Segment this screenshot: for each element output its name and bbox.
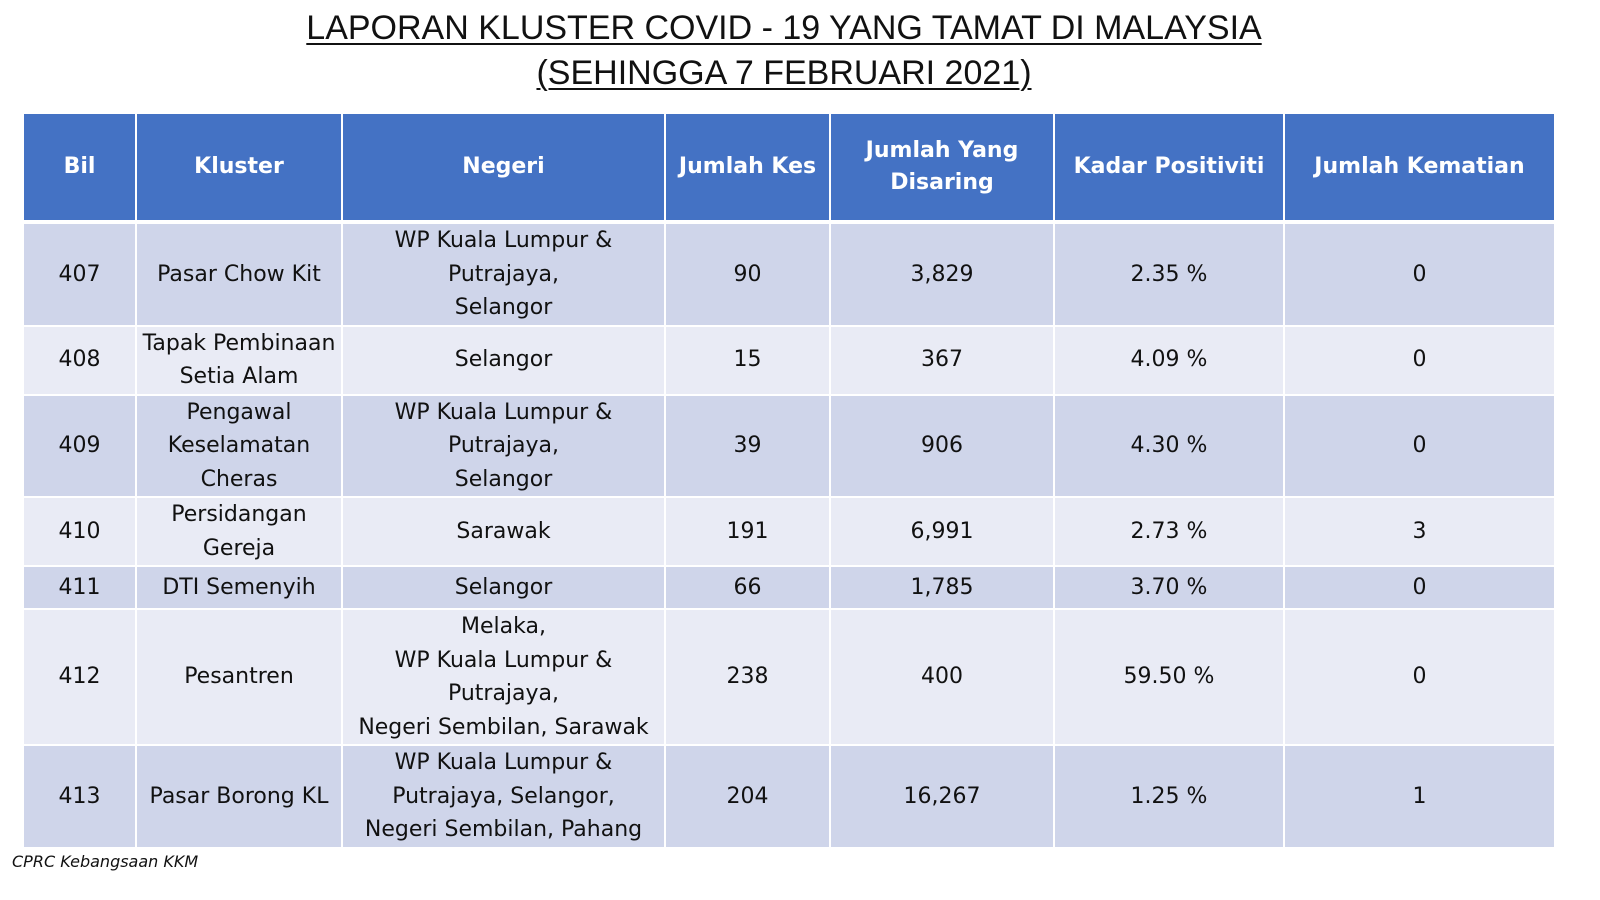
- cell-kadar-positiviti: 3.70 %: [1054, 566, 1284, 609]
- cell-jumlah-kes: 90: [665, 222, 830, 326]
- cell-jumlah-disaring: 367: [830, 326, 1054, 395]
- cell-jumlah-disaring: 3,829: [830, 222, 1054, 326]
- cell-negeri: WP Kuala Lumpur & Putrajaya, Selangor, Neg…: [342, 745, 665, 848]
- table-row: 407 Pasar Chow Kit WP Kuala Lumpur & Putraj…: [23, 222, 1555, 326]
- cell-kluster: Tapak Pembinaan Setia Alam: [136, 326, 342, 395]
- cell-bil: 410: [23, 497, 136, 566]
- cell-kluster-line: Pasar Chow Kit: [139, 258, 339, 292]
- cell-kluster-line: Keselamatan: [139, 429, 339, 463]
- cell-jumlah-disaring: 1,785: [830, 566, 1054, 609]
- table-row: 410 Persidangan Gereja Sarawak 191 6,991 2.73 …: [23, 497, 1555, 566]
- cell-jumlah-kes: 204: [665, 745, 830, 848]
- header-negeri: Negeri: [342, 113, 665, 222]
- cell-kluster-line: Setia Alam: [139, 360, 339, 394]
- cell-negeri-line: WP Kuala Lumpur &: [345, 644, 662, 678]
- report-title-line-1: LAPORAN KLUSTER COVID - 19 YANG TAMAT DI…: [0, 6, 1568, 51]
- cell-kluster: Pengawal Keselamatan Cheras: [136, 395, 342, 498]
- cell-jumlah-disaring: 400: [830, 609, 1054, 745]
- cell-kluster-line: Tapak Pembinaan: [139, 327, 339, 361]
- table-row: 412 Pesantren Melaka, WP Kuala Lumpur & Putr…: [23, 609, 1555, 745]
- cell-kadar-positiviti: 2.35 %: [1054, 222, 1284, 326]
- table-row: 413 Pasar Borong KL WP Kuala Lumpur & Putra…: [23, 745, 1555, 848]
- cell-negeri-line: Selangor: [345, 291, 662, 325]
- cell-negeri: Sarawak: [342, 497, 665, 566]
- cell-jumlah-kes: 191: [665, 497, 830, 566]
- table-body: 407 Pasar Chow Kit WP Kuala Lumpur & Putraj…: [23, 222, 1555, 848]
- cell-jumlah-kematian: 1: [1284, 745, 1555, 848]
- cell-negeri: WP Kuala Lumpur & Putrajaya, Selangor: [342, 395, 665, 498]
- cell-jumlah-kes: 238: [665, 609, 830, 745]
- cell-negeri-line: Putrajaya, Selangor,: [345, 780, 662, 814]
- cell-kluster: Pasar Borong KL: [136, 745, 342, 848]
- cell-bil: 409: [23, 395, 136, 498]
- cell-kluster: Persidangan Gereja: [136, 497, 342, 566]
- cell-jumlah-disaring: 906: [830, 395, 1054, 498]
- cell-jumlah-disaring: 6,991: [830, 497, 1054, 566]
- cell-kadar-positiviti: 4.09 %: [1054, 326, 1284, 395]
- cell-kluster-line: Pasar Borong KL: [139, 780, 339, 814]
- header-kadar-positiviti: Kadar Positiviti: [1054, 113, 1284, 222]
- header-bil: Bil: [23, 113, 136, 222]
- cell-negeri: Melaka, WP Kuala Lumpur & Putrajaya, Negeri…: [342, 609, 665, 745]
- cell-negeri-line: WP Kuala Lumpur &: [345, 746, 662, 780]
- report-title: LAPORAN KLUSTER COVID - 19 YANG TAMAT DI…: [0, 6, 1568, 96]
- report-title-line-2: (SEHINGGA 7 FEBRUARI 2021): [0, 51, 1568, 96]
- cell-negeri-line: Negeri Sembilan, Sarawak: [345, 711, 662, 745]
- cell-kadar-positiviti: 1.25 %: [1054, 745, 1284, 848]
- source-note: CPRC Kebangsaan KKM: [12, 852, 198, 871]
- cell-jumlah-kes: 66: [665, 566, 830, 609]
- cell-kluster-line: Gereja: [139, 532, 339, 566]
- cell-jumlah-disaring: 16,267: [830, 745, 1054, 848]
- cell-negeri-line: Melaka,: [345, 610, 662, 644]
- cell-bil: 407: [23, 222, 136, 326]
- header-jumlah-disaring-line-2: Disaring: [833, 167, 1051, 199]
- cell-negeri-line: Putrajaya,: [345, 677, 662, 711]
- cell-negeri: Selangor: [342, 566, 665, 609]
- cell-kadar-positiviti: 2.73 %: [1054, 497, 1284, 566]
- cell-kluster-line: Persidangan: [139, 498, 339, 532]
- table-row: 411 DTI Semenyih Selangor 66 1,785 3.70 % 0: [23, 566, 1555, 609]
- cell-negeri-line: Putrajaya,: [345, 258, 662, 292]
- cell-negeri-line: Selangor: [345, 463, 662, 497]
- cell-kluster: Pesantren: [136, 609, 342, 745]
- table-header-row: Bil Kluster Negeri Jumlah Kes Jumlah Yan…: [23, 113, 1555, 222]
- cell-kluster-line: DTI Semenyih: [139, 571, 339, 605]
- cell-bil: 413: [23, 745, 136, 848]
- cell-negeri-line: Selangor: [345, 343, 662, 377]
- table-row: 408 Tapak Pembinaan Setia Alam Selangor 15 36…: [23, 326, 1555, 395]
- cell-kluster-line: Cheras: [139, 463, 339, 497]
- header-jumlah-disaring: Jumlah Yang Disaring: [830, 113, 1054, 222]
- cell-negeri: Selangor: [342, 326, 665, 395]
- cell-bil: 411: [23, 566, 136, 609]
- cell-jumlah-kes: 15: [665, 326, 830, 395]
- cell-negeri-line: Sarawak: [345, 515, 662, 549]
- cell-jumlah-kematian: 0: [1284, 326, 1555, 395]
- header-jumlah-kes: Jumlah Kes: [665, 113, 830, 222]
- cell-jumlah-kematian: 3: [1284, 497, 1555, 566]
- cell-kadar-positiviti: 59.50 %: [1054, 609, 1284, 745]
- cell-negeri-line: Negeri Sembilan, Pahang: [345, 813, 662, 847]
- table-row: 409 Pengawal Keselamatan Cheras WP Kuala Lum…: [23, 395, 1555, 498]
- cell-negeri-line: WP Kuala Lumpur &: [345, 396, 662, 430]
- cell-jumlah-kes: 39: [665, 395, 830, 498]
- cell-negeri: WP Kuala Lumpur & Putrajaya, Selangor: [342, 222, 665, 326]
- cell-negeri-line: Putrajaya,: [345, 429, 662, 463]
- cluster-table: Bil Kluster Negeri Jumlah Kes Jumlah Yan…: [22, 112, 1556, 849]
- cell-jumlah-kematian: 0: [1284, 566, 1555, 609]
- cell-jumlah-kematian: 0: [1284, 395, 1555, 498]
- cell-jumlah-kematian: 0: [1284, 222, 1555, 326]
- cell-negeri-line: Selangor: [345, 571, 662, 605]
- header-jumlah-kematian: Jumlah Kematian: [1284, 113, 1555, 222]
- cell-kadar-positiviti: 4.30 %: [1054, 395, 1284, 498]
- cell-kluster: DTI Semenyih: [136, 566, 342, 609]
- cell-negeri-line: WP Kuala Lumpur &: [345, 224, 662, 258]
- cell-bil: 412: [23, 609, 136, 745]
- cell-kluster-line: Pengawal: [139, 396, 339, 430]
- cell-jumlah-kematian: 0: [1284, 609, 1555, 745]
- cell-kluster: Pasar Chow Kit: [136, 222, 342, 326]
- header-kluster: Kluster: [136, 113, 342, 222]
- header-jumlah-disaring-line-1: Jumlah Yang: [833, 135, 1051, 167]
- cell-bil: 408: [23, 326, 136, 395]
- cell-kluster-line: Pesantren: [139, 660, 339, 694]
